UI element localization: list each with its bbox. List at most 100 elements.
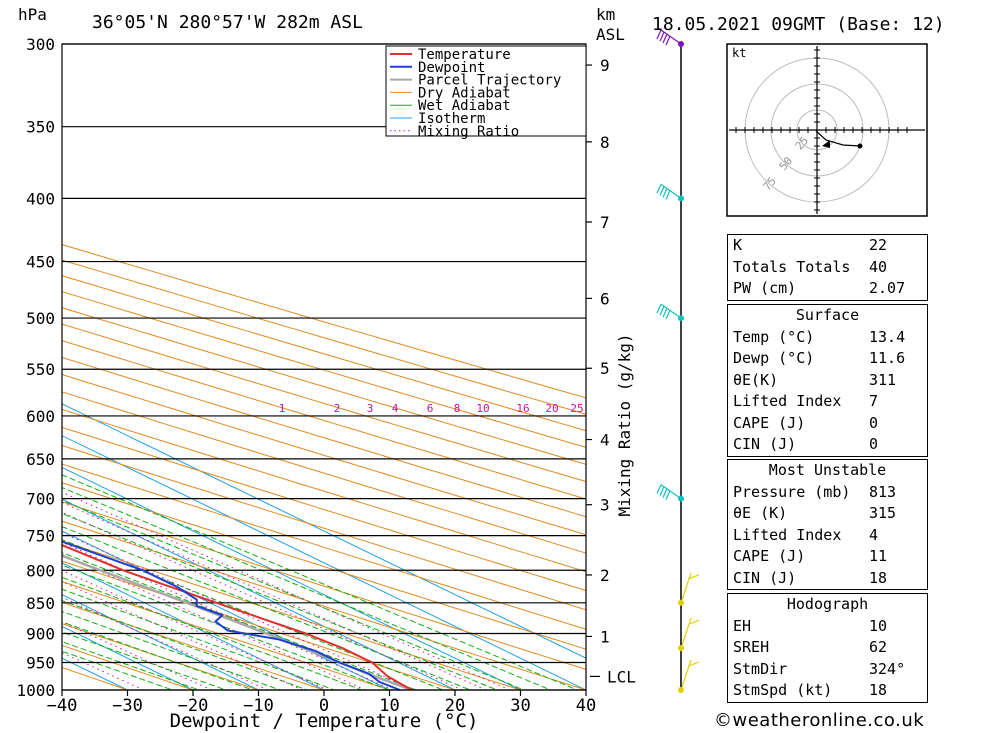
isotherm-line bbox=[62, 466, 521, 690]
mixing-ratio-label: 20 bbox=[545, 402, 558, 415]
dry-adiabat-line bbox=[62, 340, 586, 500]
location-title: 36°05'N 280°57'W 282m ASL bbox=[92, 12, 363, 33]
hodo-value: 62 bbox=[869, 638, 888, 656]
indices-hodograph-table: Hodograph EH 10 SREH 62 StmDir 324° StmSpd (kt… bbox=[727, 593, 928, 703]
x-tick-label: −30 bbox=[112, 696, 143, 716]
hodo-label: EH bbox=[733, 616, 752, 635]
surface-row: Temp (°C) 13.4 bbox=[728, 327, 927, 349]
surface-value: 13.4 bbox=[869, 327, 906, 346]
basic-label: K bbox=[733, 236, 743, 254]
datetime-title: 18.05.2021 09GMT (Base: 12) bbox=[652, 14, 945, 35]
pressure-tick-label: 500 bbox=[26, 309, 55, 328]
hodo-row: SREH 62 bbox=[728, 637, 927, 659]
unstable-row: Pressure (mb) 813 bbox=[728, 482, 927, 504]
dry-adiabat-line bbox=[62, 444, 586, 611]
legend-entry: Mixing Ratio bbox=[418, 124, 519, 140]
unstable-value: 11 bbox=[869, 547, 888, 565]
unstable-label: Pressure (mb) bbox=[733, 482, 851, 501]
storm-motion-marker bbox=[822, 140, 830, 148]
wet-adiabat-line bbox=[62, 552, 418, 690]
mixing-ratio-label: 4 bbox=[392, 402, 399, 415]
basic-value: 22 bbox=[869, 236, 888, 254]
x-tick-label: −20 bbox=[178, 696, 209, 716]
lcl-label: LCL bbox=[607, 667, 636, 686]
pressure-tick-label: 800 bbox=[26, 561, 55, 580]
isobars: 300 350 400 450 500 550 600 650 700 750 800 850 900 9… bbox=[16, 35, 586, 700]
legend-entry: Dewpoint bbox=[418, 60, 485, 76]
surface-label: Dewp (°C) bbox=[733, 349, 815, 367]
surface-title: Surface bbox=[795, 306, 860, 324]
dry-adiabat-line bbox=[62, 540, 523, 690]
wind-barb bbox=[656, 484, 682, 500]
pressure-tick-label: 850 bbox=[26, 594, 55, 613]
basic-value: 40 bbox=[869, 257, 888, 276]
background-lines bbox=[62, 244, 586, 690]
pressure-tick-label: 300 bbox=[26, 35, 55, 54]
unstable-row: Lifted Index 4 bbox=[728, 525, 927, 547]
unstable-label: CAPE (J) bbox=[733, 547, 806, 565]
unstable-row: CAPE (J) 11 bbox=[728, 546, 927, 568]
basic-row: K 22 bbox=[728, 235, 927, 257]
pressure-tick-label: 1000 bbox=[16, 681, 55, 700]
km-tick-label: 1 bbox=[600, 627, 610, 646]
dry-adiabat-line bbox=[62, 426, 586, 592]
km-tick-label: 7 bbox=[600, 213, 610, 232]
dry-adiabat-line bbox=[62, 644, 195, 690]
hodo-value: 18 bbox=[869, 681, 888, 699]
x-tick-label: 30 bbox=[510, 696, 530, 716]
km-tick-label: 4 bbox=[600, 431, 610, 450]
pressure-tick-label: 950 bbox=[26, 653, 55, 672]
unstable-value: 4 bbox=[869, 525, 879, 544]
pressure-tick-label: 900 bbox=[26, 624, 55, 643]
km-tick-label: 8 bbox=[600, 133, 610, 152]
dry-adiabat-line bbox=[62, 601, 326, 690]
hodo-label: StmDir bbox=[733, 659, 788, 678]
basic-label: Totals Totals bbox=[733, 257, 851, 276]
dry-adiabat-line bbox=[62, 580, 392, 690]
unstable-title: Most Unstable bbox=[768, 461, 887, 479]
mixing-ratio-label: 10 bbox=[476, 402, 489, 415]
unstable-label: θE (K) bbox=[733, 504, 788, 522]
isotherm-line bbox=[62, 689, 63, 690]
surface-value: 11.6 bbox=[869, 349, 906, 367]
mixing-ratio-label: 3 bbox=[367, 402, 374, 415]
mixing-ratio-label: 2 bbox=[334, 402, 341, 415]
pressure-tick-label: 550 bbox=[26, 360, 55, 379]
x-tick-label: 20 bbox=[445, 696, 465, 716]
surface-label: Lifted Index bbox=[733, 392, 842, 410]
km-label: km bbox=[596, 5, 615, 24]
km-tick-label: 5 bbox=[600, 359, 610, 378]
axes: −40 −30 −20 −10 0 10 20 30 40 Dewpoint / Temperat… bbox=[47, 56, 636, 732]
mixing-ratio-label: 8 bbox=[454, 402, 461, 415]
surface-row: Dewp (°C) 11.6 bbox=[728, 348, 927, 370]
mixing-ratio-line bbox=[62, 541, 394, 690]
hodo-value: 324° bbox=[869, 659, 906, 678]
surface-row: CAPE (J) 0 bbox=[728, 413, 927, 435]
surface-value: 0 bbox=[869, 413, 879, 432]
unstable-value: 18 bbox=[869, 568, 888, 587]
mixing-ratio-label: 1 bbox=[279, 402, 286, 415]
basic-label: PW (cm) bbox=[733, 279, 797, 297]
surface-row: Lifted Index 7 bbox=[728, 391, 927, 413]
mixing-ratio-label: 16 bbox=[516, 402, 529, 415]
unstable-row: CIN (J) 18 bbox=[728, 568, 927, 590]
hodograph-trace bbox=[815, 130, 861, 147]
hodo-row: StmSpd (kt) 18 bbox=[728, 680, 927, 702]
wet-adiabat-line bbox=[62, 631, 228, 690]
x-tick-label: −40 bbox=[47, 696, 78, 716]
wind-barb bbox=[680, 617, 700, 649]
dry-adiabat-line bbox=[62, 356, 586, 518]
surface-label: Temp (°C) bbox=[733, 327, 815, 346]
hpa-label: hPa bbox=[18, 5, 47, 24]
temperature-series bbox=[62, 544, 413, 690]
legend-entry: Dry Adiabat bbox=[418, 85, 511, 101]
unstable-value: 813 bbox=[869, 482, 897, 501]
surface-value: 311 bbox=[869, 370, 897, 389]
hodo-label: StmSpd (kt) bbox=[733, 681, 833, 699]
wind-barb bbox=[680, 572, 700, 603]
x-tick-label: 40 bbox=[576, 696, 596, 716]
isotherm-line bbox=[62, 625, 194, 690]
plot-frame bbox=[61, 43, 587, 691]
pressure-tick-label: 650 bbox=[26, 450, 55, 469]
